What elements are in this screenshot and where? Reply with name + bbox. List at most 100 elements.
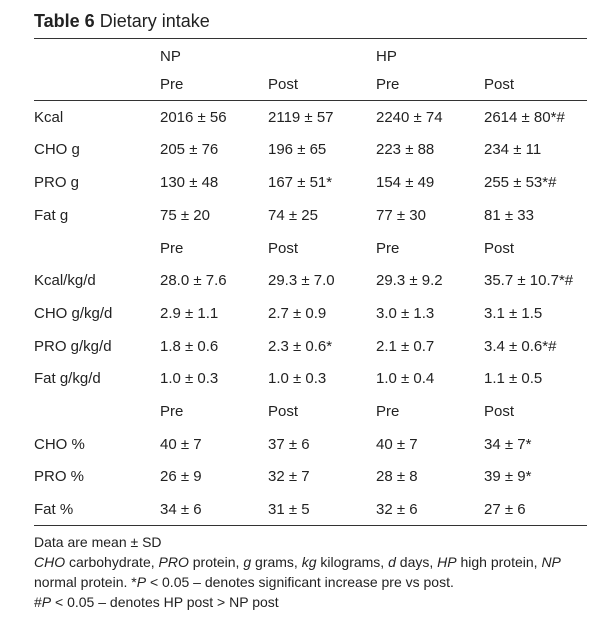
- row-label: CHO g: [34, 141, 80, 159]
- cell: 2614 ± 80*#: [484, 108, 565, 126]
- rule: [34, 38, 587, 39]
- row-label: Kcal/kg/d: [34, 272, 96, 290]
- footnote-text: carbohydrate,: [65, 554, 159, 570]
- cell: 29.3 ± 7.0: [268, 272, 335, 290]
- table-caption: Dietary intake: [99, 11, 210, 31]
- column-header: Post: [268, 239, 299, 257]
- row-label: PRO %: [34, 468, 85, 486]
- cell: 37 ± 6: [268, 435, 310, 453]
- row-label: Fat g/kg/d: [34, 370, 101, 388]
- footnote-text: kg: [301, 554, 317, 570]
- cell: 32 ± 7: [268, 468, 310, 486]
- footnote-text: normal protein. *: [34, 574, 137, 590]
- footnote: CHO carbohydrate, PRO protein, g grams, …: [34, 552, 594, 592]
- row-label: Fat %: [34, 501, 74, 519]
- footnote-text: grams,: [251, 554, 302, 570]
- table-title: Table 6 Dietary intake: [34, 10, 210, 32]
- cell: 3.0 ± 1.3: [376, 304, 435, 322]
- cell: 2016 ± 56: [160, 108, 227, 126]
- cell: 2.1 ± 0.7: [376, 337, 435, 355]
- column-header: Post: [484, 239, 515, 257]
- cell: 130 ± 48: [160, 174, 219, 192]
- cell: 1.1 ± 0.5: [484, 370, 543, 388]
- group-header: HP: [376, 48, 397, 65]
- cell: 196 ± 65: [268, 141, 327, 159]
- column-header: Pre: [160, 76, 184, 93]
- column-header: Pre: [160, 403, 184, 420]
- cell: 28 ± 8: [376, 468, 418, 486]
- column-header: Post: [268, 76, 299, 93]
- footnote-text: NP: [541, 554, 561, 570]
- footnote-text: days,: [395, 554, 438, 570]
- cell: 35.7 ± 10.7*#: [484, 272, 574, 290]
- group-header: NP: [160, 48, 181, 65]
- cell: 2.3 ± 0.6*: [268, 337, 333, 355]
- cell: 3.1 ± 1.5: [484, 304, 543, 322]
- rule: [34, 525, 587, 526]
- footnote-text: P: [136, 574, 147, 590]
- cell: 74 ± 25: [268, 206, 318, 224]
- column-header: Pre: [376, 403, 400, 420]
- cell: 2119 ± 57: [268, 108, 334, 126]
- row-label: PRO g/kg/d: [34, 337, 112, 355]
- cell: 75 ± 20: [160, 206, 210, 224]
- cell: 27 ± 6: [484, 501, 526, 519]
- table-label: Table 6: [34, 11, 95, 31]
- cell: 2.7 ± 0.9: [268, 304, 327, 322]
- row-label: Kcal: [34, 108, 64, 126]
- cell: 40 ± 7: [160, 435, 202, 453]
- row-label: Fat g: [34, 206, 69, 224]
- footnote-text: Data are mean ± SD: [34, 534, 162, 550]
- row-label: PRO g: [34, 174, 80, 192]
- footnote: Data are mean ± SD: [34, 532, 594, 552]
- cell: 32 ± 6: [376, 501, 418, 519]
- footnote-text: PRO: [158, 554, 189, 570]
- cell: 205 ± 76: [160, 141, 219, 159]
- cell: 31 ± 5: [268, 501, 310, 519]
- cell: 223 ± 88: [376, 141, 435, 159]
- footnote-text: g: [243, 554, 252, 570]
- cell: 77 ± 30: [376, 206, 426, 224]
- cell: 154 ± 49: [376, 174, 435, 192]
- cell: 26 ± 9: [160, 468, 202, 486]
- footnote-text: < 0.05 – denotes significant increase pr…: [146, 574, 454, 590]
- cell: 1.8 ± 0.6: [160, 337, 219, 355]
- column-header: Pre: [376, 239, 400, 257]
- cell: 167 ± 51*: [268, 174, 333, 192]
- cell: 29.3 ± 9.2: [376, 272, 443, 290]
- row-label: CHO g/kg/d: [34, 304, 113, 322]
- cell: 1.0 ± 0.3: [160, 370, 219, 388]
- cell: 2240 ± 74: [376, 108, 443, 126]
- column-header: Post: [268, 403, 299, 420]
- footnote-text: kilograms,: [316, 554, 389, 570]
- cell: 34 ± 7*: [484, 435, 532, 453]
- footnote-text: d: [388, 554, 396, 570]
- rule: [34, 100, 587, 101]
- cell: 39 ± 9*: [484, 468, 532, 486]
- footnote-text: protein,: [188, 554, 244, 570]
- footnote-text: < 0.05 – denotes HP post > NP post: [51, 594, 279, 610]
- footnote-text: HP: [437, 554, 457, 570]
- cell: 234 ± 11: [484, 141, 542, 159]
- footnotes: Data are mean ± SD CHO carbohydrate, PRO …: [34, 532, 594, 612]
- footnote: #P < 0.05 – denotes HP post > NP post: [34, 592, 594, 612]
- cell: 3.4 ± 0.6*#: [484, 337, 557, 355]
- footnote-text: CHO: [34, 554, 66, 570]
- cell: 1.0 ± 0.4: [376, 370, 435, 388]
- cell: 81 ± 33: [484, 206, 534, 224]
- column-header: Pre: [160, 239, 184, 257]
- column-header: Post: [484, 403, 515, 420]
- cell: 255 ± 53*#: [484, 174, 557, 192]
- column-header: Post: [484, 76, 515, 93]
- cell: 2.9 ± 1.1: [160, 304, 219, 322]
- cell: 1.0 ± 0.3: [268, 370, 327, 388]
- footnote-text: P: [41, 594, 52, 610]
- footnote-text: #: [34, 594, 42, 610]
- cell: 40 ± 7: [376, 435, 418, 453]
- cell: 28.0 ± 7.6: [160, 272, 227, 290]
- footnote-text: high protein,: [456, 554, 542, 570]
- row-label: CHO %: [34, 435, 85, 453]
- cell: 34 ± 6: [160, 501, 202, 519]
- column-header: Pre: [376, 76, 400, 93]
